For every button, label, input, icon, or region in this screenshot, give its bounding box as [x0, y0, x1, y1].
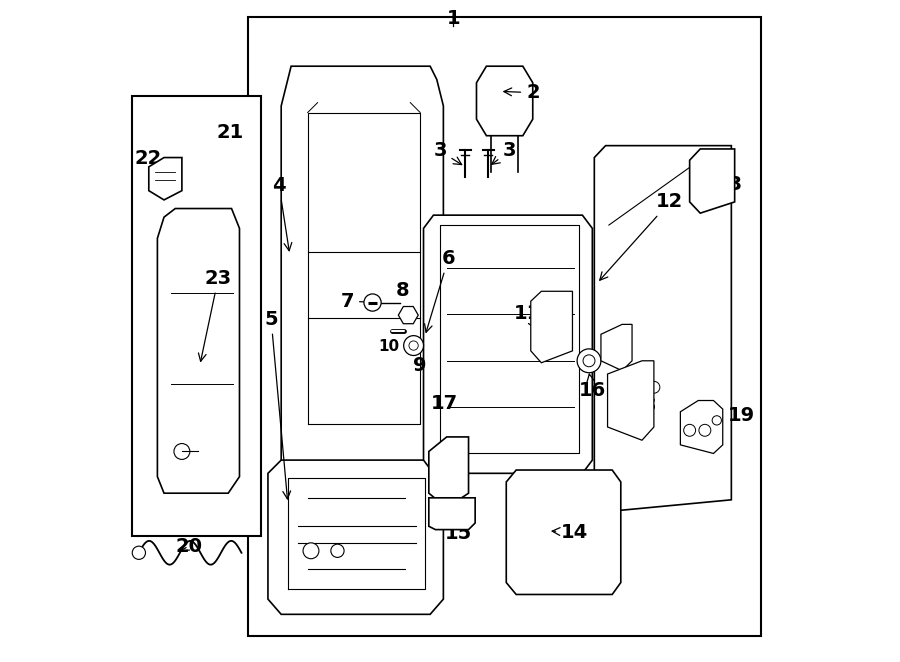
Polygon shape: [476, 66, 533, 136]
Circle shape: [583, 355, 595, 367]
Circle shape: [404, 336, 424, 355]
Polygon shape: [428, 498, 475, 530]
Text: 17: 17: [431, 394, 458, 413]
Circle shape: [303, 543, 319, 559]
Text: 16: 16: [579, 374, 606, 400]
Text: 6: 6: [425, 249, 455, 332]
Polygon shape: [268, 460, 444, 614]
Bar: [456, 220, 513, 248]
Text: 20: 20: [175, 537, 202, 555]
Circle shape: [174, 444, 190, 459]
Polygon shape: [158, 209, 239, 493]
Bar: [622, 202, 685, 258]
Text: 9: 9: [413, 356, 427, 375]
Circle shape: [409, 341, 419, 350]
Polygon shape: [531, 291, 572, 363]
Polygon shape: [680, 401, 723, 453]
Text: 11: 11: [514, 304, 542, 329]
Text: 12: 12: [599, 193, 683, 280]
Circle shape: [684, 424, 696, 436]
Bar: [436, 472, 447, 487]
Polygon shape: [399, 307, 418, 324]
Text: 2: 2: [504, 83, 540, 102]
Bar: [440, 437, 456, 463]
Bar: [248, 17, 761, 636]
Bar: [132, 96, 261, 536]
Text: 8: 8: [395, 281, 410, 300]
Text: 13: 13: [699, 173, 743, 193]
Text: 10: 10: [379, 339, 400, 354]
Text: 1: 1: [446, 9, 460, 28]
Circle shape: [331, 544, 344, 557]
Bar: [535, 326, 548, 346]
Bar: [695, 170, 715, 193]
Text: 18: 18: [621, 396, 657, 414]
Text: 23: 23: [198, 269, 232, 361]
Bar: [517, 220, 559, 248]
Polygon shape: [608, 361, 654, 440]
Polygon shape: [281, 66, 444, 490]
Text: 7: 7: [340, 292, 376, 310]
Text: 5: 5: [265, 310, 291, 499]
Circle shape: [712, 416, 722, 425]
Bar: [566, 437, 582, 463]
Circle shape: [132, 546, 146, 559]
Polygon shape: [424, 215, 592, 473]
Text: 15: 15: [445, 524, 472, 544]
Bar: [178, 381, 209, 404]
Polygon shape: [428, 437, 469, 508]
Polygon shape: [148, 158, 182, 200]
Text: 19: 19: [694, 406, 755, 425]
Text: 3: 3: [491, 142, 517, 164]
Circle shape: [648, 381, 660, 393]
Polygon shape: [507, 470, 621, 594]
Bar: [632, 276, 681, 308]
Text: 21: 21: [217, 123, 244, 142]
Circle shape: [577, 349, 601, 373]
Polygon shape: [689, 149, 734, 213]
Bar: [176, 316, 213, 352]
Text: 4: 4: [272, 176, 292, 251]
Text: 22: 22: [135, 150, 162, 173]
Bar: [716, 175, 728, 192]
Text: 14: 14: [552, 523, 589, 542]
Polygon shape: [601, 324, 632, 371]
Text: 3: 3: [433, 142, 462, 165]
Circle shape: [364, 294, 382, 311]
Circle shape: [699, 424, 711, 436]
Polygon shape: [594, 146, 732, 512]
